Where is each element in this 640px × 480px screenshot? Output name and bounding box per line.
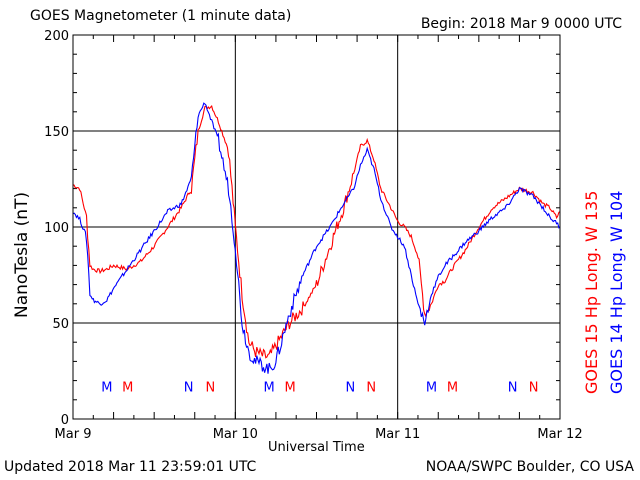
legend-goes14: GOES 14 Hp Long. W 104 <box>607 190 626 394</box>
updated-timestamp: Updated 2018 Mar 11 23:59:01 UTC <box>4 459 257 475</box>
series-line-goes15 <box>72 105 561 359</box>
y-tick-label: 0 <box>61 413 69 428</box>
local-time-marker: M <box>447 380 458 395</box>
x-tick-label: Mar 11 <box>375 427 420 442</box>
plot-frame <box>72 34 561 420</box>
local-time-marker: N <box>184 380 194 395</box>
y-tick-label: 100 <box>44 221 69 236</box>
y-tick-label: 50 <box>52 317 69 332</box>
local-time-marker: M <box>264 380 275 395</box>
local-time-marker: N <box>366 380 376 395</box>
local-time-marker: N <box>205 380 215 395</box>
local-time-marker: M <box>285 380 296 395</box>
series-line-goes14 <box>72 102 561 374</box>
credit-label: NOAA/SWPC Boulder, CO USA <box>425 459 634 475</box>
local-time-marker: N <box>508 380 518 395</box>
legend-goes15: GOES 15 Hp Long. W 135 <box>582 190 601 394</box>
local-time-marker: M <box>101 380 112 395</box>
local-time-marker: M <box>122 380 133 395</box>
local-time-marker: N <box>529 380 539 395</box>
y-tick-label: 200 <box>44 29 69 44</box>
begin-time-label: Begin: 2018 Mar 9 0000 UTC <box>420 16 622 32</box>
x-tick-label: Mar 9 <box>55 427 92 442</box>
x-axis-label: Universal Time <box>268 440 365 455</box>
x-tick-label: Mar 12 <box>537 427 582 442</box>
x-tick-label: Mar 10 <box>213 427 258 442</box>
y-axis-label: NanoTesla (nT) <box>12 191 32 318</box>
local-time-marker: M <box>426 380 437 395</box>
y-tick-label: 150 <box>44 125 69 140</box>
chart-title: GOES Magnetometer (1 minute data) <box>30 8 292 24</box>
local-time-marker: N <box>345 380 355 395</box>
